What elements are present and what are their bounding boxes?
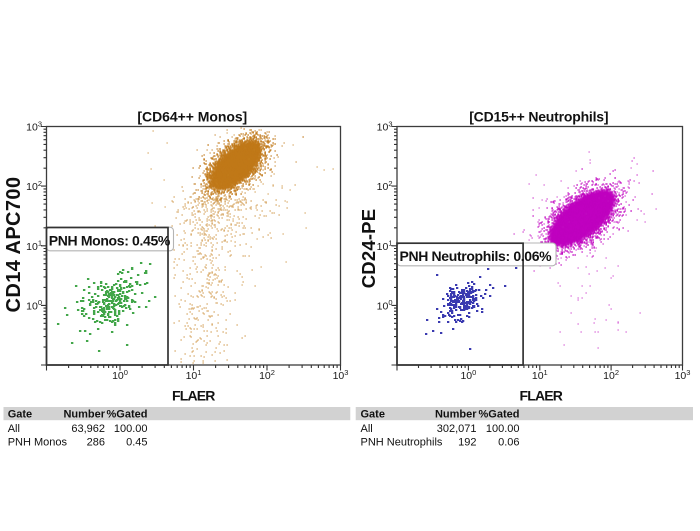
svg-text:101: 101 <box>186 368 202 382</box>
svg-text:All: All <box>8 423 20 435</box>
svg-text:100.00: 100.00 <box>114 423 148 435</box>
svg-text:102: 102 <box>377 179 393 193</box>
svg-text:100: 100 <box>460 368 476 382</box>
svg-text:PNH Neutrophils: 0.06%: PNH Neutrophils: 0.06% <box>400 248 553 264</box>
svg-text:100: 100 <box>112 368 128 382</box>
svg-text:Number: Number <box>435 409 477 421</box>
svg-text:[CD64++ Monos]: [CD64++ Monos] <box>137 109 247 125</box>
svg-text:PNH Monos: 0.45%: PNH Monos: 0.45% <box>49 232 171 248</box>
svg-text:100: 100 <box>26 298 42 312</box>
svg-text:[CD15++ Neutrophils]: [CD15++ Neutrophils] <box>469 109 608 125</box>
svg-text:102: 102 <box>259 368 275 382</box>
svg-text:%Gated: %Gated <box>479 409 520 421</box>
svg-text:63,962: 63,962 <box>71 423 105 435</box>
svg-text:101: 101 <box>377 239 393 253</box>
svg-text:103: 103 <box>333 368 349 382</box>
svg-text:100: 100 <box>377 298 393 312</box>
svg-text:FLAER: FLAER <box>519 388 562 404</box>
svg-text:103: 103 <box>26 119 42 133</box>
svg-text:101: 101 <box>26 239 42 253</box>
svg-text:102: 102 <box>26 179 42 193</box>
svg-text:103: 103 <box>377 119 393 133</box>
svg-text:0.06: 0.06 <box>498 437 519 449</box>
svg-text:101: 101 <box>532 368 548 382</box>
svg-text:PNH Neutrophils: PNH Neutrophils <box>361 437 443 449</box>
svg-text:CD24-PE: CD24-PE <box>358 209 379 289</box>
svg-text:286: 286 <box>87 437 105 449</box>
svg-text:All: All <box>361 423 373 435</box>
svg-text:302,071: 302,071 <box>437 423 477 435</box>
svg-text:FLAER: FLAER <box>172 388 215 404</box>
svg-text:102: 102 <box>603 368 619 382</box>
svg-text:CD14 APC700: CD14 APC700 <box>3 177 25 313</box>
svg-text:192: 192 <box>458 437 476 449</box>
svg-text:103: 103 <box>675 368 691 382</box>
svg-text:Number: Number <box>63 409 105 421</box>
svg-text:PNH Monos: PNH Monos <box>8 437 68 449</box>
svg-text:Gate: Gate <box>361 409 385 421</box>
svg-text:0.45: 0.45 <box>126 437 147 449</box>
svg-text:Gate: Gate <box>8 409 32 421</box>
svg-text:100.00: 100.00 <box>486 423 520 435</box>
svg-text:%Gated: %Gated <box>107 409 148 421</box>
